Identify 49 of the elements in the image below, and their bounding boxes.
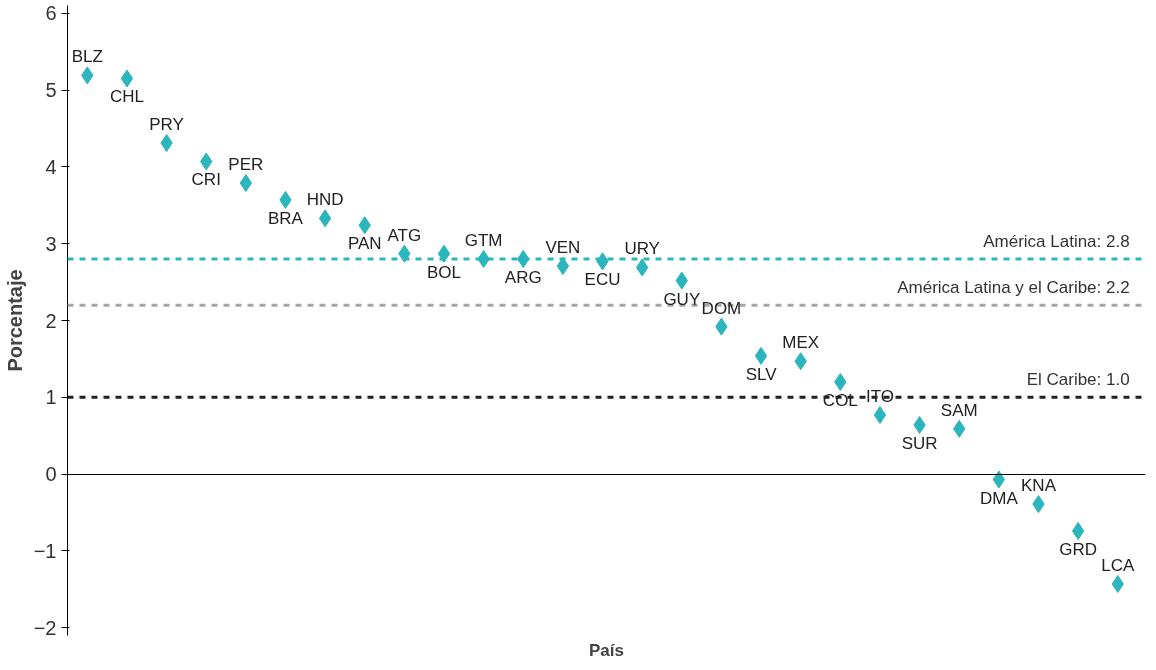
x-tick-label: CHL [109, 87, 144, 107]
x-tick-label: VEN [545, 237, 581, 257]
point [318, 209, 332, 228]
y-tick-label: −2 [33, 616, 57, 639]
y-tick-label: 5 [45, 79, 57, 102]
y-tick-label: 6 [45, 2, 57, 25]
x-tick-label: PAN [347, 234, 382, 254]
x-tick-label: BRA [268, 208, 304, 228]
x-tick-label: URY [624, 239, 660, 259]
point [873, 406, 887, 424]
point [239, 173, 253, 192]
x-tick-label: BOL [427, 262, 462, 282]
y-tick-label: 2 [45, 309, 57, 332]
x-tick-label: ITO [865, 387, 894, 406]
x-tick-label: MEX [782, 333, 820, 353]
x-axis-title: País [589, 640, 624, 660]
point [1071, 522, 1085, 541]
x-tick-label: LCA [1101, 556, 1135, 576]
y-tick-label: 3 [45, 232, 57, 255]
x-tick-label: KNA [1021, 476, 1057, 496]
y-tick-label: 1 [45, 386, 57, 409]
x-tick-label: GTM [464, 231, 503, 251]
point [992, 470, 1006, 489]
ref-line-label: América Latina: 2.8 [983, 232, 1130, 252]
y-axis-title: Porcentaje [3, 269, 26, 372]
point [754, 346, 768, 365]
x-tick-label: DMA [979, 488, 1019, 508]
x-tick-label: SLV [745, 364, 778, 384]
x-tick-label: PRY [149, 115, 184, 135]
x-tick-label: GRD [1059, 540, 1098, 560]
x-tick-label: GUY [663, 289, 701, 309]
x-tick-label: SUR [901, 433, 938, 453]
ref-line-label: América Latina y el Caribe: 2.2 [897, 278, 1130, 298]
y-tick-label: 4 [45, 155, 57, 178]
y-tick-label: −1 [33, 539, 57, 562]
point [556, 256, 570, 275]
x-tick-label: DOM [701, 298, 742, 318]
x-tick-label: ECU [584, 270, 621, 290]
x-tick-label: ARG [504, 268, 542, 288]
x-tick-label: PER [228, 154, 264, 174]
x-tick-label: ATG [387, 225, 422, 245]
ref-line-label: El Caribe: 1.0 [1026, 370, 1130, 390]
point [437, 244, 451, 263]
y-tick-label: 0 [45, 463, 57, 486]
x-tick-label: SAM [940, 400, 978, 420]
x-tick-label: CRI [191, 170, 221, 190]
x-tick-label: BLZ [71, 47, 103, 67]
x-tick-label: HND [306, 190, 344, 210]
point [120, 69, 134, 88]
